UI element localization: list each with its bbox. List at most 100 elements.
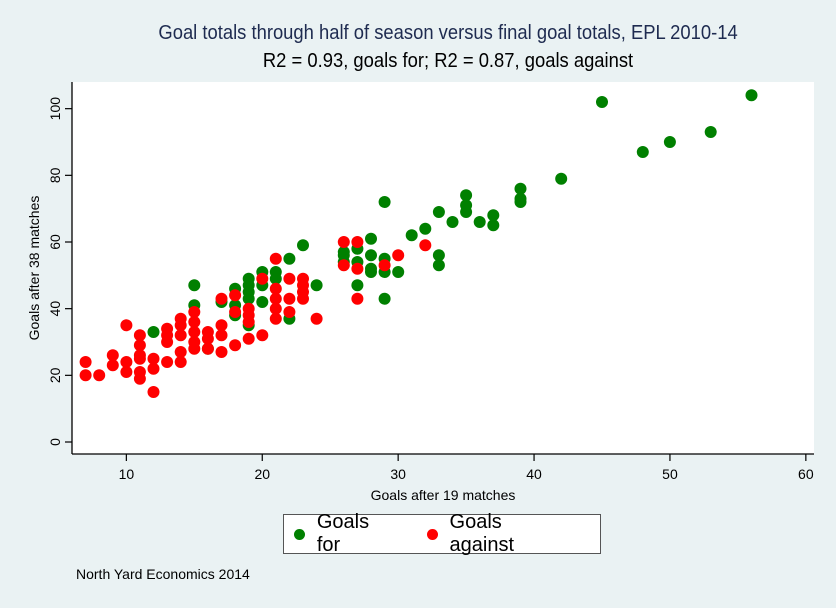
point-goals-against: [256, 329, 269, 342]
point-goals-against: [269, 312, 282, 325]
point-goals-against: [161, 356, 174, 368]
point-goals-for: [378, 292, 391, 305]
y-ticks: 0 20 40 60 80 100: [47, 97, 72, 446]
point-goals-against: [106, 359, 119, 372]
point-goals-for: [460, 189, 473, 202]
chart-subtitle: R2 = 0.93, goals for; R2 = 0.87, goals a…: [262, 50, 634, 72]
point-goals-for: [636, 146, 649, 158]
point-goals-against: [133, 352, 146, 365]
y-tick-label: 40: [47, 301, 63, 317]
point-goals-against: [242, 316, 255, 328]
point-goals-for: [596, 96, 608, 108]
point-goals-against: [174, 356, 187, 368]
point-goals-against: [201, 332, 214, 345]
legend-item-goals-for: Goals for: [294, 511, 397, 557]
point-goals-for: [487, 219, 500, 232]
source-note: North Yard Economics 2014: [76, 566, 250, 582]
point-goals-for: [514, 196, 527, 208]
point-goals-against: [161, 336, 174, 348]
point-goals-for: [446, 216, 459, 228]
x-tick-label: 20: [254, 466, 270, 482]
point-goals-against: [188, 316, 201, 328]
point-goals-for: [419, 222, 432, 235]
point-goals-for: [432, 206, 445, 218]
point-goals-for: [256, 296, 269, 308]
point-goals-against: [351, 262, 364, 275]
point-goals-against: [174, 329, 187, 342]
point-goals-against: [106, 349, 119, 362]
points-layer: [79, 89, 758, 398]
point-goals-against: [283, 272, 296, 285]
point-goals-against: [269, 252, 282, 265]
point-goals-against: [269, 282, 282, 295]
point-goals-for: [663, 136, 676, 148]
point-goals-against: [256, 272, 269, 285]
point-goals-for: [188, 279, 201, 292]
point-goals-against: [215, 292, 228, 305]
point-goals-against: [419, 239, 432, 252]
point-goals-against: [229, 339, 242, 352]
point-goals-against: [174, 346, 187, 358]
point-goals-against: [133, 372, 146, 385]
point-goals-against: [310, 312, 323, 325]
point-goals-against: [215, 329, 228, 342]
x-axis-title: Goals after 19 matches: [371, 487, 516, 503]
point-goals-for: [704, 126, 717, 138]
point-goals-for: [555, 172, 568, 185]
x-tick-label: 10: [119, 466, 135, 482]
point-goals-against: [351, 292, 364, 305]
point-goals-for: [487, 209, 500, 222]
legend-label-goals-against: Goals against: [449, 511, 515, 556]
point-goals-against: [283, 292, 296, 305]
point-goals-against: [174, 319, 187, 332]
y-tick-label: 100: [47, 97, 63, 121]
chart-title: Goal totals through half of season versu…: [158, 22, 738, 44]
point-goals-against: [201, 342, 214, 355]
point-goals-for: [283, 252, 296, 265]
point-goals-for: [392, 266, 405, 278]
point-goals-for: [365, 232, 377, 245]
point-goals-against: [147, 362, 160, 375]
point-goals-for: [242, 292, 255, 305]
point-goals-against: [133, 339, 146, 352]
point-goals-against: [215, 346, 228, 358]
legend-marker-goals-against: [426, 528, 438, 540]
point-goals-against: [147, 386, 160, 398]
point-goals-against: [283, 306, 296, 318]
x-tick-label: 40: [526, 466, 542, 482]
point-goals-against: [215, 319, 228, 332]
point-goals-against: [79, 369, 92, 382]
legend-label-goals-for: Goals for: [316, 511, 370, 556]
point-goals-for: [473, 216, 486, 228]
point-goals-against: [79, 356, 92, 368]
point-goals-for: [351, 279, 364, 292]
y-axis-title: Goals after 38 matches: [26, 196, 42, 341]
point-goals-for: [365, 249, 377, 262]
point-goals-for: [432, 249, 445, 262]
point-goals-for: [405, 229, 418, 242]
x-ticks: 10 20 30 40 50 60: [119, 454, 814, 482]
point-goals-for: [460, 206, 473, 218]
point-goals-against: [229, 289, 242, 302]
legend-marker-goals-for: [294, 528, 305, 540]
y-tick-label: 80: [47, 167, 63, 183]
point-goals-against: [229, 306, 242, 318]
point-goals-against: [378, 259, 391, 272]
point-goals-against: [93, 369, 106, 382]
point-goals-for: [297, 239, 309, 252]
point-goals-for: [745, 89, 758, 102]
legend: Goals for Goals against: [283, 511, 601, 557]
point-goals-against: [120, 366, 133, 378]
x-tick-label: 60: [798, 466, 814, 482]
y-tick-label: 20: [47, 367, 63, 383]
point-goals-against: [337, 259, 350, 272]
point-goals-for: [147, 326, 160, 338]
point-goals-against: [188, 326, 201, 338]
point-goals-against: [351, 236, 364, 248]
point-goals-for: [269, 272, 282, 285]
point-goals-against: [147, 352, 160, 365]
point-goals-against: [242, 332, 255, 345]
point-goals-against: [297, 292, 309, 305]
point-goals-against: [133, 329, 146, 342]
